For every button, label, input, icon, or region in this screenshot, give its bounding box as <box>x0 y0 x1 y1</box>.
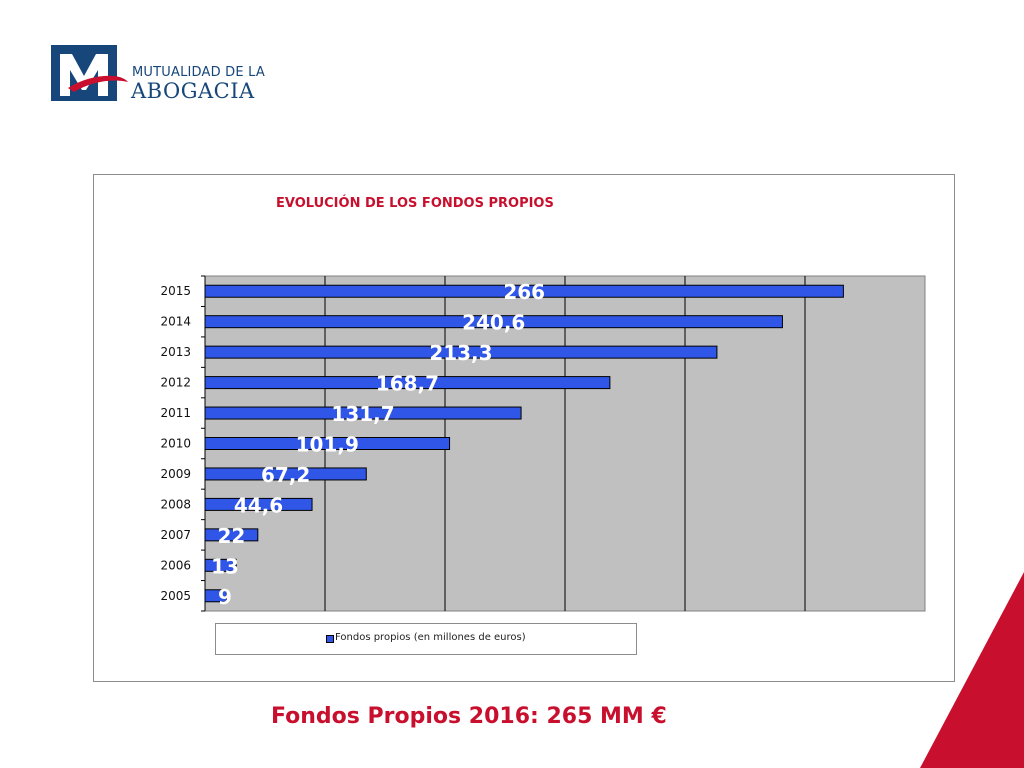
chart-legend <box>215 623 637 655</box>
bar-2014 <box>204 315 783 329</box>
bar-2005 <box>204 589 228 603</box>
data-label-2014: 240,6 <box>462 311 525 335</box>
bar-2015 <box>204 284 844 298</box>
legend-swatch <box>326 635 334 643</box>
tick-label-2009: 2009 <box>160 467 191 481</box>
logo-line1: MUTUALIDAD DE LA <box>132 65 265 80</box>
logo-line2: ABOGACIA <box>131 79 255 103</box>
bar-2013 <box>204 345 718 359</box>
corner-triangle <box>920 572 1024 768</box>
tick-label-2008: 2008 <box>160 497 191 511</box>
data-label-2006: 13 <box>211 554 239 578</box>
tick-label-2007: 2007 <box>160 528 191 542</box>
bar-2006 <box>204 558 237 572</box>
bar-2009 <box>204 467 367 481</box>
chart-title: EVOLUCIÓN DE LOS FONDOS PROPIOS <box>276 196 554 211</box>
logo-swoosh <box>68 75 128 92</box>
data-label-2011: 131,7 <box>331 402 394 426</box>
tick-label-2015: 2015 <box>160 284 191 298</box>
footer-text: Fondos Propios 2016: 265 MM € <box>271 704 667 729</box>
corner-decoration <box>920 572 1024 768</box>
data-label-2009: 67,2 <box>261 463 310 487</box>
bar-2008 <box>204 497 313 511</box>
tick-label-2010: 2010 <box>160 437 191 451</box>
data-label-2012: 168,7 <box>376 372 439 396</box>
tick-label-2006: 2006 <box>160 558 191 572</box>
bar-2012 <box>204 376 611 390</box>
data-label-2007: 22 <box>217 524 245 548</box>
data-label-2010: 101,9 <box>296 433 359 457</box>
data-label-2013: 213,3 <box>429 341 492 365</box>
mutualidad-logo <box>51 45 128 101</box>
data-label-2005: 9 <box>218 585 232 609</box>
logo-m-letter <box>60 54 108 96</box>
tick-label-2011: 2011 <box>160 406 191 420</box>
tick-label-2012: 2012 <box>160 376 191 390</box>
legend-label: Fondos propios (en millones de euros) <box>335 632 526 643</box>
data-label-2008: 44,6 <box>234 493 283 517</box>
data-label-2015: 266 <box>503 280 545 304</box>
bar-2011 <box>204 406 522 420</box>
tick-label-2013: 2013 <box>160 345 191 359</box>
tick-label-2005: 2005 <box>160 589 191 603</box>
bar-2007 <box>204 528 259 542</box>
tick-label-2014: 2014 <box>160 315 191 329</box>
bar-2010 <box>204 437 451 450</box>
